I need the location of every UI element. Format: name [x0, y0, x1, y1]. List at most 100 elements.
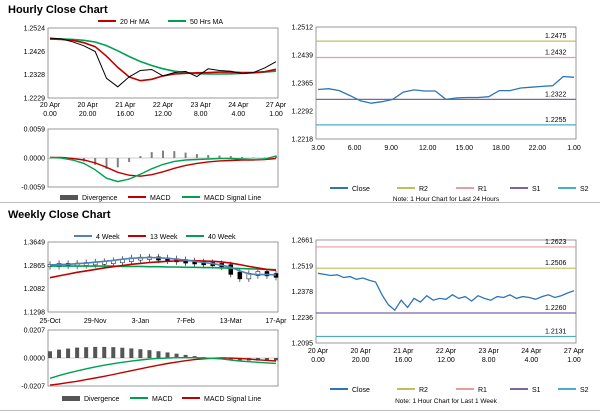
series-weekly-macd-signal-line: [49, 357, 277, 386]
weekly-price-y-tick: 1.2082: [24, 286, 46, 293]
weekly-close-y-tick: 1.2236: [292, 315, 314, 322]
weekly-close-x-tick: 4.00: [525, 357, 539, 364]
legend-weekly-macd-label: MACD: [152, 396, 173, 403]
weekly-price-x-tick: 3-Jan: [132, 318, 150, 325]
series-weekly-macd-line: [49, 356, 277, 379]
hourly-divergence-bar: [94, 158, 97, 165]
legend-20hr-ma-label: 20 Hr MA: [120, 19, 150, 26]
weekly-close-x-tick: 23 Apr: [479, 348, 500, 355]
hourly-close-y-tick: 1.2439: [292, 53, 314, 60]
hourly-price-x-tick: 12.00: [154, 111, 172, 118]
weekly-close-x-tick: 0.00: [311, 357, 325, 364]
series-50hrs-ma-line: [50, 38, 277, 75]
weekly-close-x-tick: 12.00: [437, 357, 455, 364]
weekly-macd-y-tick: -0.0207: [21, 384, 45, 391]
legend-weekly-divergence-swatch: [62, 396, 80, 401]
weekly-divergence-bar: [84, 347, 89, 358]
hourly-close-level-s2-label: 1.2255: [545, 117, 567, 124]
hourly-close-legend-s1-label: S1: [532, 186, 541, 193]
legend-hourly-divergence-swatch: [60, 195, 78, 200]
weekly-close-level-r1-label: 1.2623: [545, 239, 567, 246]
weekly-divergence-bar: [48, 351, 52, 358]
weekly-close-legend-close-label: Close: [352, 387, 370, 394]
weekly-divergence-bar: [102, 346, 107, 358]
legend-weekly-macd-signal-label: MACD Signal Line: [204, 396, 261, 403]
weekly-divergence-bar: [75, 347, 80, 358]
hourly-divergence-bar: [162, 150, 164, 158]
weekly-price-y-tick: 1.2865: [24, 263, 46, 270]
weekly-macd-y-tick: 0.0000: [24, 356, 46, 363]
hourly-close-legend-r1-label: R1: [478, 186, 487, 193]
hourly-close-note: Note: 1 Hour Chart for Last 24 Hours: [393, 196, 500, 203]
legend-13-week-label: 13 Week: [150, 234, 178, 241]
weekly-close-y-tick: 1.2661: [292, 238, 314, 245]
weekly-section-title: Weekly Close Chart: [8, 209, 111, 221]
hourly-close-x-tick: 1.00: [567, 145, 581, 152]
weekly-close-note: Note: 1 Hour Chart for Last 1 Week: [395, 398, 498, 405]
hourly-price-x-tick: 24 Apr: [228, 102, 249, 109]
weekly-price-x-tick: 17-Apr: [265, 318, 287, 325]
hourly-divergence-bar: [241, 157, 244, 158]
weekly-close-y-tick: 1.2378: [292, 289, 314, 296]
hourly-price-y-tick: 1.2328: [24, 72, 46, 79]
hourly-macd-y-tick: -0.0059: [21, 185, 45, 192]
weekly-divergence-bar: [237, 358, 242, 361]
weekly-price-y-tick: 1.3649: [24, 240, 46, 247]
hourly-close-legend-r2-label: R2: [419, 186, 428, 193]
hourly-divergence-bar: [218, 155, 221, 158]
weekly-close-x-tick: 1.00: [567, 357, 581, 364]
hourly-close-legend-s2-label: S2: [580, 186, 589, 193]
hourly-section-title: Hourly Close Chart: [8, 4, 108, 16]
series-hourly-price-line: [49, 37, 277, 88]
section-divider: [0, 202, 600, 203]
hourly-price-x-tick: 4.00: [232, 111, 246, 118]
hourly-price-x-tick: 1.00: [269, 111, 283, 118]
series-4-week-line: [49, 256, 277, 276]
hourly-close-x-tick: 22.00: [529, 145, 547, 152]
weekly-close-legend-s2-label: S2: [580, 387, 589, 394]
hourly-divergence-bar: [116, 158, 119, 168]
weekly-close-legend-s1-label: S1: [532, 387, 541, 394]
legend-hourly-divergence-label: Divergence: [82, 195, 118, 202]
weekly-close-x-tick: 20 Apr: [308, 348, 329, 355]
hourly-price-plot-area: [47, 27, 279, 99]
hourly-close-plot-area: [315, 26, 577, 140]
hourly-divergence-bar: [128, 158, 131, 162]
weekly-divergence-bar: [156, 351, 161, 358]
hourly-divergence-bar: [263, 157, 266, 159]
hourly-close-y-tick: 1.2292: [292, 109, 314, 116]
weekly-close-close-line: [317, 272, 575, 312]
hourly-close-x-tick: 3.00: [311, 145, 325, 152]
hourly-close-x-tick: 18.00: [492, 145, 510, 152]
weekly-divergence-bar: [138, 349, 143, 358]
weekly-price-plot-area: [47, 241, 279, 313]
hourly-divergence-bar: [173, 151, 176, 158]
weekly-divergence-bar: [111, 347, 116, 358]
weekly-divergence-bar: [228, 358, 233, 360]
weekly-close-x-tick: 16.00: [395, 357, 413, 364]
hourly-price-y-tick: 1.2524: [24, 26, 46, 33]
legend-50hrs-ma-label: 50 Hrs MA: [190, 19, 223, 26]
weekly-close-plot-area: [315, 239, 577, 344]
weekly-close-x-tick: 27 Apr: [564, 348, 585, 355]
weekly-price-x-tick: 13-Mar: [220, 318, 243, 325]
weekly-close-y-tick: 1.2095: [292, 341, 314, 348]
hourly-divergence-bar: [105, 158, 108, 169]
weekly-macd-y-tick: 0.0207: [24, 328, 46, 335]
hourly-price-x-tick: 20 Apr: [78, 102, 99, 109]
series-hourly-macd-line: [49, 155, 277, 183]
hourly-close-x-tick: 15.00: [456, 145, 474, 152]
weekly-close-x-tick: 20.00: [352, 357, 370, 364]
weekly-divergence-bar: [174, 353, 179, 358]
hourly-close-close-line: [317, 75, 575, 104]
hourly-close-level-r2-label: 1.2475: [545, 33, 567, 40]
hourly-price-x-tick: 21 Apr: [115, 102, 136, 109]
hourly-divergence-bar: [184, 152, 187, 158]
weekly-close-legend-r2-label: R2: [419, 387, 428, 394]
hourly-divergence-bar: [207, 155, 210, 158]
weekly-candle-body: [255, 271, 261, 276]
legend-hourly-macd-label: MACD: [150, 195, 171, 202]
hourly-divergence-bar: [229, 156, 232, 158]
hourly-close-legend-close-label: Close: [352, 186, 370, 193]
hourly-price-y-tick: 1.2426: [24, 49, 46, 56]
